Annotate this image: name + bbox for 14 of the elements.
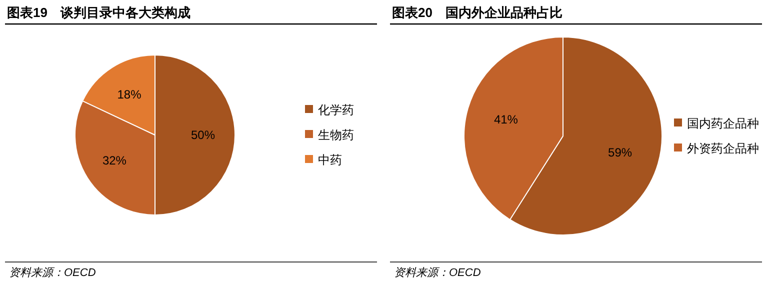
data-label: 18%	[117, 87, 142, 102]
data-label: 32%	[102, 154, 127, 168]
chart-title: 图表19 谈判目录中各大类构成	[7, 5, 190, 20]
legend-label: 中药	[318, 153, 342, 167]
data-label: 50%	[190, 128, 216, 142]
data-label: 59%	[608, 146, 632, 160]
legend-label: 国内药企品种	[687, 116, 759, 130]
legend-label: 化学药	[318, 103, 354, 117]
legend-label: 外资药企品种	[687, 142, 759, 156]
text: 资料来源：OECD	[394, 266, 481, 279]
data-label: 41%	[494, 112, 518, 126]
legend-label: 生物药	[318, 128, 354, 142]
chart-title: 图表20 国内外企业品种占比	[392, 5, 562, 20]
text: 资料来源：OECD	[9, 266, 96, 279]
